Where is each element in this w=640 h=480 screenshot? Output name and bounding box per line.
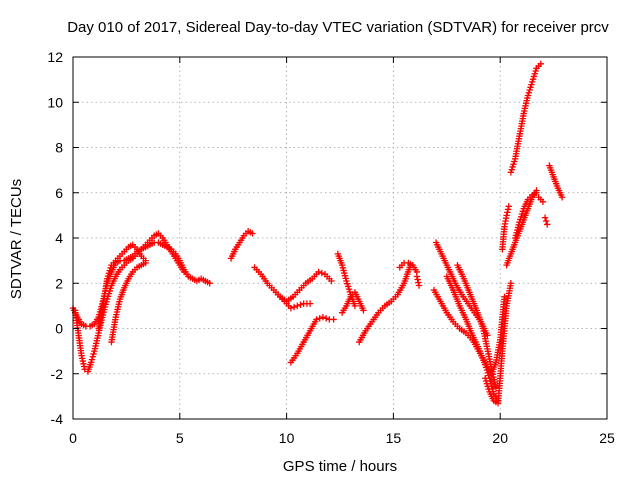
data-point	[533, 189, 540, 196]
series-arc-11	[356, 261, 414, 346]
data-point	[330, 316, 337, 323]
data-point	[87, 359, 95, 366]
x-tick-label: 5	[176, 430, 184, 446]
data-point	[558, 194, 566, 201]
y-tick-label: 6	[55, 185, 63, 201]
data-point	[290, 303, 298, 311]
data-point	[206, 280, 213, 287]
data-point	[88, 356, 96, 363]
data-point	[318, 269, 326, 277]
data-point	[180, 268, 188, 276]
series-arc-18	[482, 280, 515, 407]
data-point	[507, 280, 515, 287]
series-arc-20	[503, 187, 540, 269]
y-tick-label: 12	[47, 49, 63, 65]
y-tick-label: 2	[55, 275, 63, 291]
data-point	[306, 300, 314, 307]
series-arc-05	[227, 228, 256, 262]
x-tick-label: 20	[492, 430, 508, 446]
data-point	[142, 259, 149, 267]
y-tick-label: 0	[55, 321, 63, 337]
data-point	[328, 277, 335, 285]
series-arc-07	[274, 291, 314, 312]
data-point	[503, 212, 510, 219]
data-point	[351, 302, 359, 310]
series-arc-17	[454, 261, 500, 391]
chart-title: Day 010 of 2017, Sidereal Day-to-day VTE…	[67, 19, 609, 36]
series-arc-22	[511, 189, 540, 242]
y-tick-label: 10	[47, 94, 63, 110]
data-point	[360, 307, 367, 314]
data-series	[69, 60, 566, 407]
x-tick-label: 15	[386, 430, 402, 446]
series-arc-21	[507, 60, 544, 176]
series-arc-23	[535, 194, 547, 205]
data-point	[492, 384, 500, 391]
series-arc-06	[251, 264, 335, 305]
data-point	[415, 279, 422, 286]
series-arc-14	[430, 286, 508, 377]
data-point	[539, 198, 547, 205]
data-point	[505, 203, 512, 210]
data-point	[319, 313, 327, 321]
series-arc-08	[287, 313, 337, 366]
series-arc-24	[541, 214, 551, 228]
data-point	[313, 316, 320, 323]
data-point	[316, 315, 323, 322]
x-tick-label: 25	[599, 430, 615, 446]
data-point	[504, 209, 511, 216]
data-point	[501, 293, 508, 301]
series-arc-10	[338, 289, 367, 316]
data-point	[89, 353, 96, 360]
x-tick-label: 0	[69, 430, 77, 446]
series-arc-13	[413, 273, 423, 289]
y-tick-label: 8	[55, 140, 63, 156]
data-point	[415, 282, 423, 289]
data-point	[322, 315, 330, 322]
data-point	[294, 302, 301, 310]
x-axis-label: GPS time / hours	[283, 458, 397, 475]
data-point	[249, 230, 256, 237]
y-axis-label: SDTVAR / TECUs	[8, 179, 25, 299]
series-arc-12	[396, 259, 421, 276]
data-point	[297, 301, 304, 308]
series-arc-04	[108, 259, 149, 346]
y-tick-label: 4	[55, 230, 63, 246]
data-point	[543, 221, 551, 228]
data-point	[413, 273, 421, 280]
axis-ticks: 0 5 10 15 20 25 -4 -2 0 2 4 6 8 10 12	[47, 49, 615, 446]
data-point	[90, 350, 97, 358]
data-point	[542, 217, 550, 225]
series-arc-03	[95, 241, 149, 332]
series-arc-09	[334, 250, 359, 310]
series-arc-02	[71, 230, 188, 375]
y-tick-label: -4	[51, 411, 64, 427]
data-point	[315, 268, 322, 276]
data-point	[541, 214, 549, 221]
data-point	[287, 304, 295, 312]
series-arc-25	[546, 162, 566, 201]
series-arc-01	[69, 239, 213, 330]
y-tick-label: -2	[51, 366, 64, 382]
data-point	[414, 276, 421, 283]
data-point	[537, 60, 544, 67]
data-point	[504, 206, 512, 213]
x-tick-label: 10	[279, 430, 295, 446]
series-arc-19	[499, 203, 512, 253]
